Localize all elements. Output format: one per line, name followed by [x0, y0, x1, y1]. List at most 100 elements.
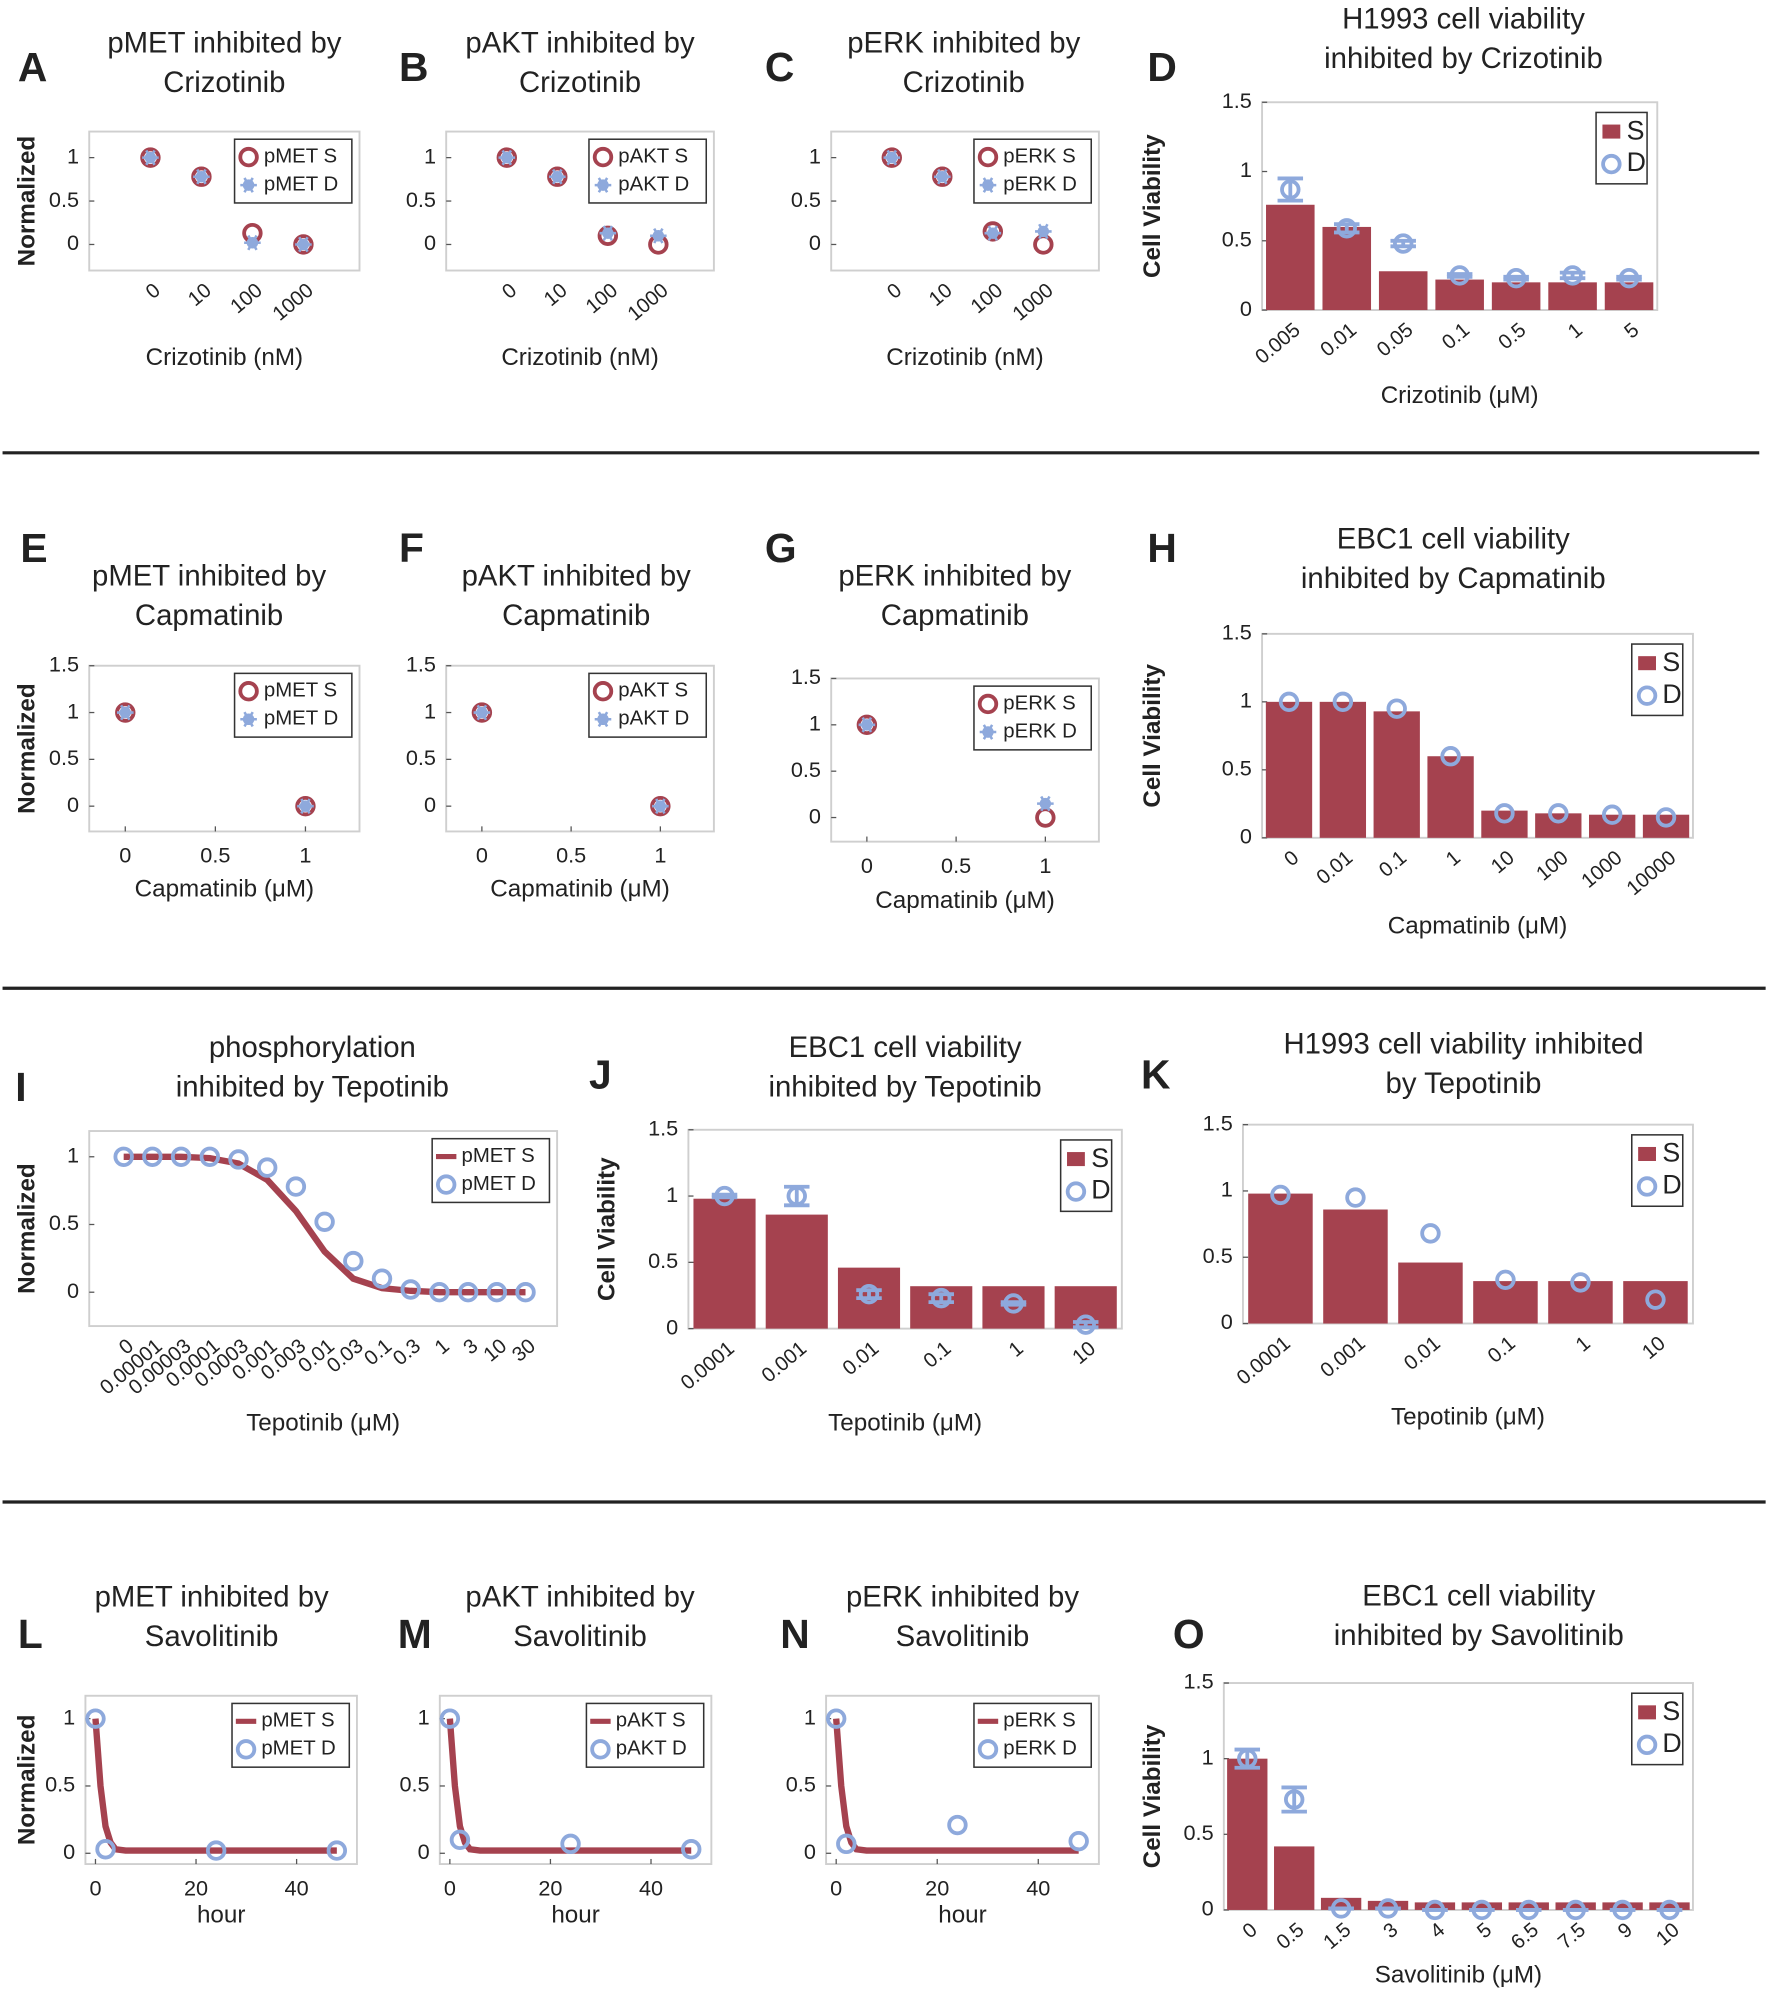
y-tick-label: 1.5	[1222, 88, 1252, 113]
marker	[193, 168, 210, 185]
x-tick-label: 20	[925, 1875, 949, 1900]
marker	[934, 168, 951, 185]
y-tick-label: 0	[418, 1839, 430, 1864]
y-tick-label: 0.5	[791, 757, 821, 782]
legend-symbol	[1601, 153, 1622, 175]
marker-spoke	[597, 177, 609, 193]
y-tick-label: 1.5	[791, 664, 821, 689]
x-tick-label: 0.01	[1400, 1332, 1445, 1374]
marker-spoke	[597, 711, 609, 728]
x-tick-label: 10	[1638, 1332, 1670, 1363]
x-tick-label: 1	[299, 843, 311, 868]
x-tick-label: 0.01	[839, 1338, 884, 1380]
y-axis-label: Normalized	[13, 1163, 40, 1294]
y-tick-label: 1	[67, 1142, 79, 1167]
axes-box	[825, 1694, 1100, 1866]
axes-box	[1222, 1682, 1694, 1911]
marker	[947, 1814, 968, 1836]
x-tick-label: 1	[431, 1335, 454, 1359]
marker-spoke	[987, 225, 999, 241]
marker-spoke	[653, 227, 664, 244]
marker-spoke	[655, 798, 666, 814]
y-tick-label: 0.5	[49, 745, 79, 770]
axes-box	[445, 664, 715, 833]
marker	[1645, 1289, 1666, 1310]
x-tick-label: 100	[582, 279, 622, 318]
x-axis-label: hour	[938, 1902, 986, 1929]
bar	[1602, 1902, 1643, 1910]
legend-label: D	[1627, 147, 1646, 177]
y-tick-label: 0	[67, 230, 79, 255]
y-tick-label: 1	[1240, 157, 1252, 182]
chart-title: pMET inhibited by	[95, 1581, 329, 1614]
marker	[85, 1708, 106, 1729]
legend-label: pMET D	[264, 174, 338, 196]
bar	[1274, 1846, 1315, 1910]
legend-symbol	[238, 146, 259, 168]
legend-label: pMET D	[264, 708, 338, 730]
x-axis-label: Capmatinib (μM)	[135, 875, 315, 902]
y-tick-label: 0	[809, 803, 821, 828]
marker	[95, 1839, 116, 1860]
marker-spoke	[247, 234, 258, 251]
marker	[836, 1833, 857, 1855]
bar	[1367, 1900, 1409, 1910]
legend-label: pERK S	[1003, 1710, 1075, 1732]
chart-title: pMET inhibited by	[107, 27, 341, 60]
y-tick-label: 1	[809, 711, 821, 736]
marker	[371, 1268, 393, 1289]
x-tick-label: 0.1	[920, 1338, 956, 1373]
panel-letter: G	[765, 525, 797, 571]
bar	[1227, 1758, 1268, 1910]
bar	[1535, 813, 1582, 838]
x-axis-label: hour	[197, 1902, 245, 1929]
legend-label: pAKT D	[616, 1738, 687, 1760]
bar	[1414, 1902, 1456, 1910]
legend-label: S	[1662, 1696, 1680, 1726]
marker	[1278, 691, 1300, 713]
marker	[652, 798, 669, 814]
x-tick-label: 3	[460, 1335, 483, 1359]
marker	[199, 1146, 220, 1167]
marker	[256, 1157, 278, 1178]
y-tick-label: 0	[67, 792, 79, 817]
y-tick-label: 0	[809, 230, 821, 255]
legend-label: D	[1662, 1170, 1681, 1200]
panel-letter: H	[1147, 525, 1176, 571]
bar	[1589, 814, 1636, 838]
legend-symbol	[594, 177, 612, 193]
x-tick-label: 10	[540, 279, 572, 310]
marker	[1386, 698, 1407, 719]
x-tick-label: 10	[184, 279, 216, 310]
legend-box	[1059, 1139, 1113, 1213]
marker-spoke	[243, 711, 254, 728]
x-axis-label: Tepotinib (μM)	[1391, 1403, 1545, 1430]
y-tick-label: 0.5	[400, 1772, 430, 1797]
x-axis-label: Crizotinib (nM)	[501, 344, 658, 371]
marker	[314, 1211, 335, 1232]
y-tick-label: 1	[1240, 688, 1252, 713]
x-tick-label: 1	[1005, 1338, 1028, 1362]
chart-title: EBC1 cell viability	[1362, 1579, 1595, 1612]
bar	[1649, 1902, 1690, 1910]
chart-title: Savolitinib	[896, 1620, 1030, 1653]
x-axis-label: Capmatinib (μM)	[490, 875, 669, 902]
chart-title: Crizotinib	[163, 66, 285, 99]
x-tick-label: 1	[1039, 853, 1051, 878]
legend-symbol	[594, 711, 612, 728]
x-tick-label: 10	[1069, 1338, 1101, 1369]
marker-spoke	[1038, 223, 1049, 240]
bar	[1322, 226, 1372, 311]
marker	[650, 227, 667, 244]
legend-symbol	[235, 1739, 257, 1760]
y-tick-label: 0	[1221, 1309, 1233, 1334]
axes-box	[1241, 1123, 1694, 1325]
bar	[1378, 271, 1428, 311]
panel-letter: N	[780, 1611, 809, 1657]
marker	[1037, 795, 1054, 812]
x-tick-label: 7.5	[1554, 1919, 1590, 1954]
panel-letter: O	[1173, 1611, 1205, 1657]
legend-label: D	[1662, 1728, 1681, 1758]
line	[446, 1718, 692, 1854]
chart-title: inhibited by Crizotinib	[1324, 42, 1603, 75]
